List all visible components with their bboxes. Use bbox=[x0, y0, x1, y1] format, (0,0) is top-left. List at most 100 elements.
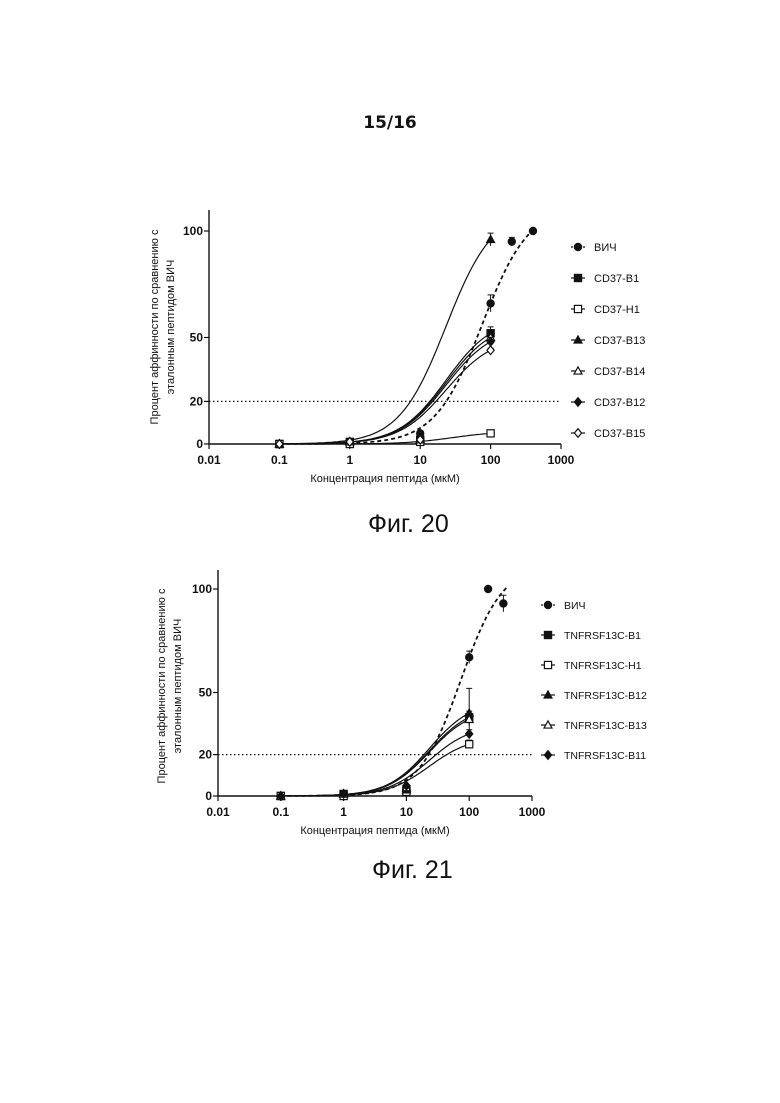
fig20-data-point bbox=[417, 433, 424, 442]
fig20-data-point bbox=[346, 438, 353, 447]
fig21-fit-curve bbox=[281, 719, 469, 796]
fig21-data-point bbox=[403, 788, 410, 795]
fig20-fit-curve bbox=[279, 230, 533, 444]
fig20-data-point bbox=[416, 436, 424, 443]
fig21-data-point bbox=[277, 792, 285, 799]
fig21-data-point bbox=[466, 741, 473, 748]
fig21-data-point bbox=[465, 715, 473, 722]
fig21-legend-marker bbox=[544, 691, 552, 698]
fig20-legend-label: CD37-B1 bbox=[594, 273, 639, 285]
fig21-legend-marker bbox=[544, 601, 551, 608]
fig20-legend-marker bbox=[574, 243, 581, 250]
fig21-data-point bbox=[466, 654, 473, 661]
figure-20-caption: Фиг. 20 bbox=[368, 510, 449, 539]
fig21-data-point bbox=[340, 790, 348, 797]
fig21-x-axis-label: Концентрация пептида (мкМ) bbox=[300, 825, 449, 837]
fig20-chart-group: 0.010.1110100100002050100Концентрация пе… bbox=[149, 210, 645, 485]
fig20-fit-curve bbox=[279, 350, 490, 444]
fig21-data-point bbox=[277, 792, 285, 799]
fig20-x-tick-label: 10 bbox=[414, 453, 428, 467]
fig20-legend-label: CD37-B13 bbox=[594, 335, 645, 347]
page-number: 15/16 bbox=[0, 113, 780, 133]
fig21-legend-marker bbox=[544, 631, 551, 638]
fig20-legend-label: CD37-B15 bbox=[594, 428, 645, 440]
fig21-y-axis-label: Процент аффинности по сравнению с bbox=[156, 588, 168, 783]
fig20-fit-curve bbox=[279, 240, 490, 444]
fig21-fit-curve bbox=[281, 744, 469, 796]
fig21-data-point bbox=[403, 788, 410, 795]
fig20-x-axis-label: Концентрация пептида (мкМ) bbox=[310, 473, 459, 485]
fig21-data-point bbox=[277, 792, 284, 799]
fig21-data-point bbox=[277, 792, 284, 799]
fig20-data-point bbox=[346, 438, 353, 445]
fig20-legend-label: CD37-H1 bbox=[594, 304, 640, 316]
fig21-fit-curve bbox=[281, 717, 469, 796]
fig20-data-point bbox=[417, 435, 424, 444]
fig20-x-tick-label: 100 bbox=[481, 453, 501, 467]
fig21-x-tick-label: 1000 bbox=[519, 805, 546, 819]
fig20-data-point bbox=[487, 337, 494, 346]
fig21-chart-group: 0.01 0.1 1 10 100 1000 0 20 50 100 Концентрация пе… bbox=[156, 570, 647, 837]
fig20-y-axis-label: эталонным пептидом ВИЧ bbox=[165, 260, 177, 395]
fig20-data-point bbox=[416, 436, 424, 443]
fig21-y-tick-label: 100 bbox=[192, 582, 212, 596]
fig21-y-tick-label: 0 bbox=[205, 789, 212, 803]
fig21-data-point bbox=[402, 786, 410, 793]
fig20-fit-curve bbox=[279, 433, 490, 444]
fig21-data-point bbox=[403, 786, 410, 793]
fig21-data-point bbox=[340, 790, 348, 797]
fig20-x-tick-label: 0.01 bbox=[197, 453, 221, 467]
fig21-x-tick-label: 100 bbox=[459, 805, 479, 819]
fig20-data-point bbox=[487, 235, 495, 242]
fig21-x-tick-label: 1 bbox=[340, 805, 347, 819]
fig21-legend-marker bbox=[544, 751, 551, 760]
fig20-data-point bbox=[487, 330, 494, 337]
fig21-data-point bbox=[277, 792, 284, 801]
fig20-data-point bbox=[346, 438, 353, 447]
fig20-data-point bbox=[346, 438, 353, 445]
fig21-data-point bbox=[465, 709, 473, 716]
fig21-data-point bbox=[402, 784, 410, 791]
fig21-fit-curve bbox=[281, 587, 507, 796]
fig21-y-axis-label: эталонным пептидом ВИЧ bbox=[172, 619, 184, 754]
fig20-data-point bbox=[417, 430, 424, 437]
fig20-x-tick-label: 0.1 bbox=[271, 453, 288, 467]
fig20-data-point bbox=[487, 346, 494, 355]
fig21-x-tick-label: 10 bbox=[400, 805, 414, 819]
fig20-legend-marker bbox=[574, 336, 582, 343]
fig20-data-point bbox=[346, 438, 354, 445]
fig20-data-point bbox=[276, 440, 283, 447]
fig20-data-point bbox=[346, 438, 354, 445]
fig20-legend-marker bbox=[574, 274, 581, 281]
fig21-fit-curve bbox=[281, 713, 469, 796]
fig21-legend-label: TNFRSF13C-B1 bbox=[564, 630, 641, 642]
fig20-legend-marker bbox=[574, 305, 581, 312]
fig20-y-tick-label: 100 bbox=[183, 224, 203, 238]
fig21-data-point bbox=[485, 585, 492, 592]
fig20-x-tick-label: 1000 bbox=[548, 453, 575, 467]
fig21-data-point bbox=[340, 792, 347, 799]
fig21-legend-marker bbox=[544, 661, 551, 668]
fig20-data-point bbox=[346, 440, 353, 447]
fig21-legend-label: TNFRSF13C-B12 bbox=[564, 690, 647, 702]
fig20-legend-marker bbox=[574, 429, 581, 438]
fig21-legend-label: TNFRSF13C-H1 bbox=[564, 660, 642, 672]
fig20-data-point bbox=[276, 440, 283, 447]
figure-21-caption: Фиг. 21 bbox=[372, 856, 453, 885]
fig21-fit-curve bbox=[281, 734, 469, 796]
fig20-legend-marker bbox=[574, 367, 582, 374]
fig20-data-point bbox=[275, 440, 283, 447]
fig20-y-tick-label: 20 bbox=[190, 394, 204, 408]
fig20-y-axis-label: Процент аффинности по сравнению с bbox=[149, 229, 161, 424]
fig21-x-tick-label: 0.01 bbox=[206, 805, 230, 819]
fig21-y-tick-label: 20 bbox=[199, 748, 213, 762]
fig20-data-point bbox=[417, 438, 424, 445]
fig21-data-point bbox=[340, 792, 347, 799]
fig20-x-tick-label: 1 bbox=[346, 453, 353, 467]
fig21-data-point bbox=[340, 790, 347, 799]
fig21-y-tick-label: 50 bbox=[199, 686, 213, 700]
fig21-x-tick-label: 0.1 bbox=[272, 805, 289, 819]
fig20-data-point bbox=[417, 436, 424, 443]
fig20-data-point bbox=[508, 238, 515, 245]
